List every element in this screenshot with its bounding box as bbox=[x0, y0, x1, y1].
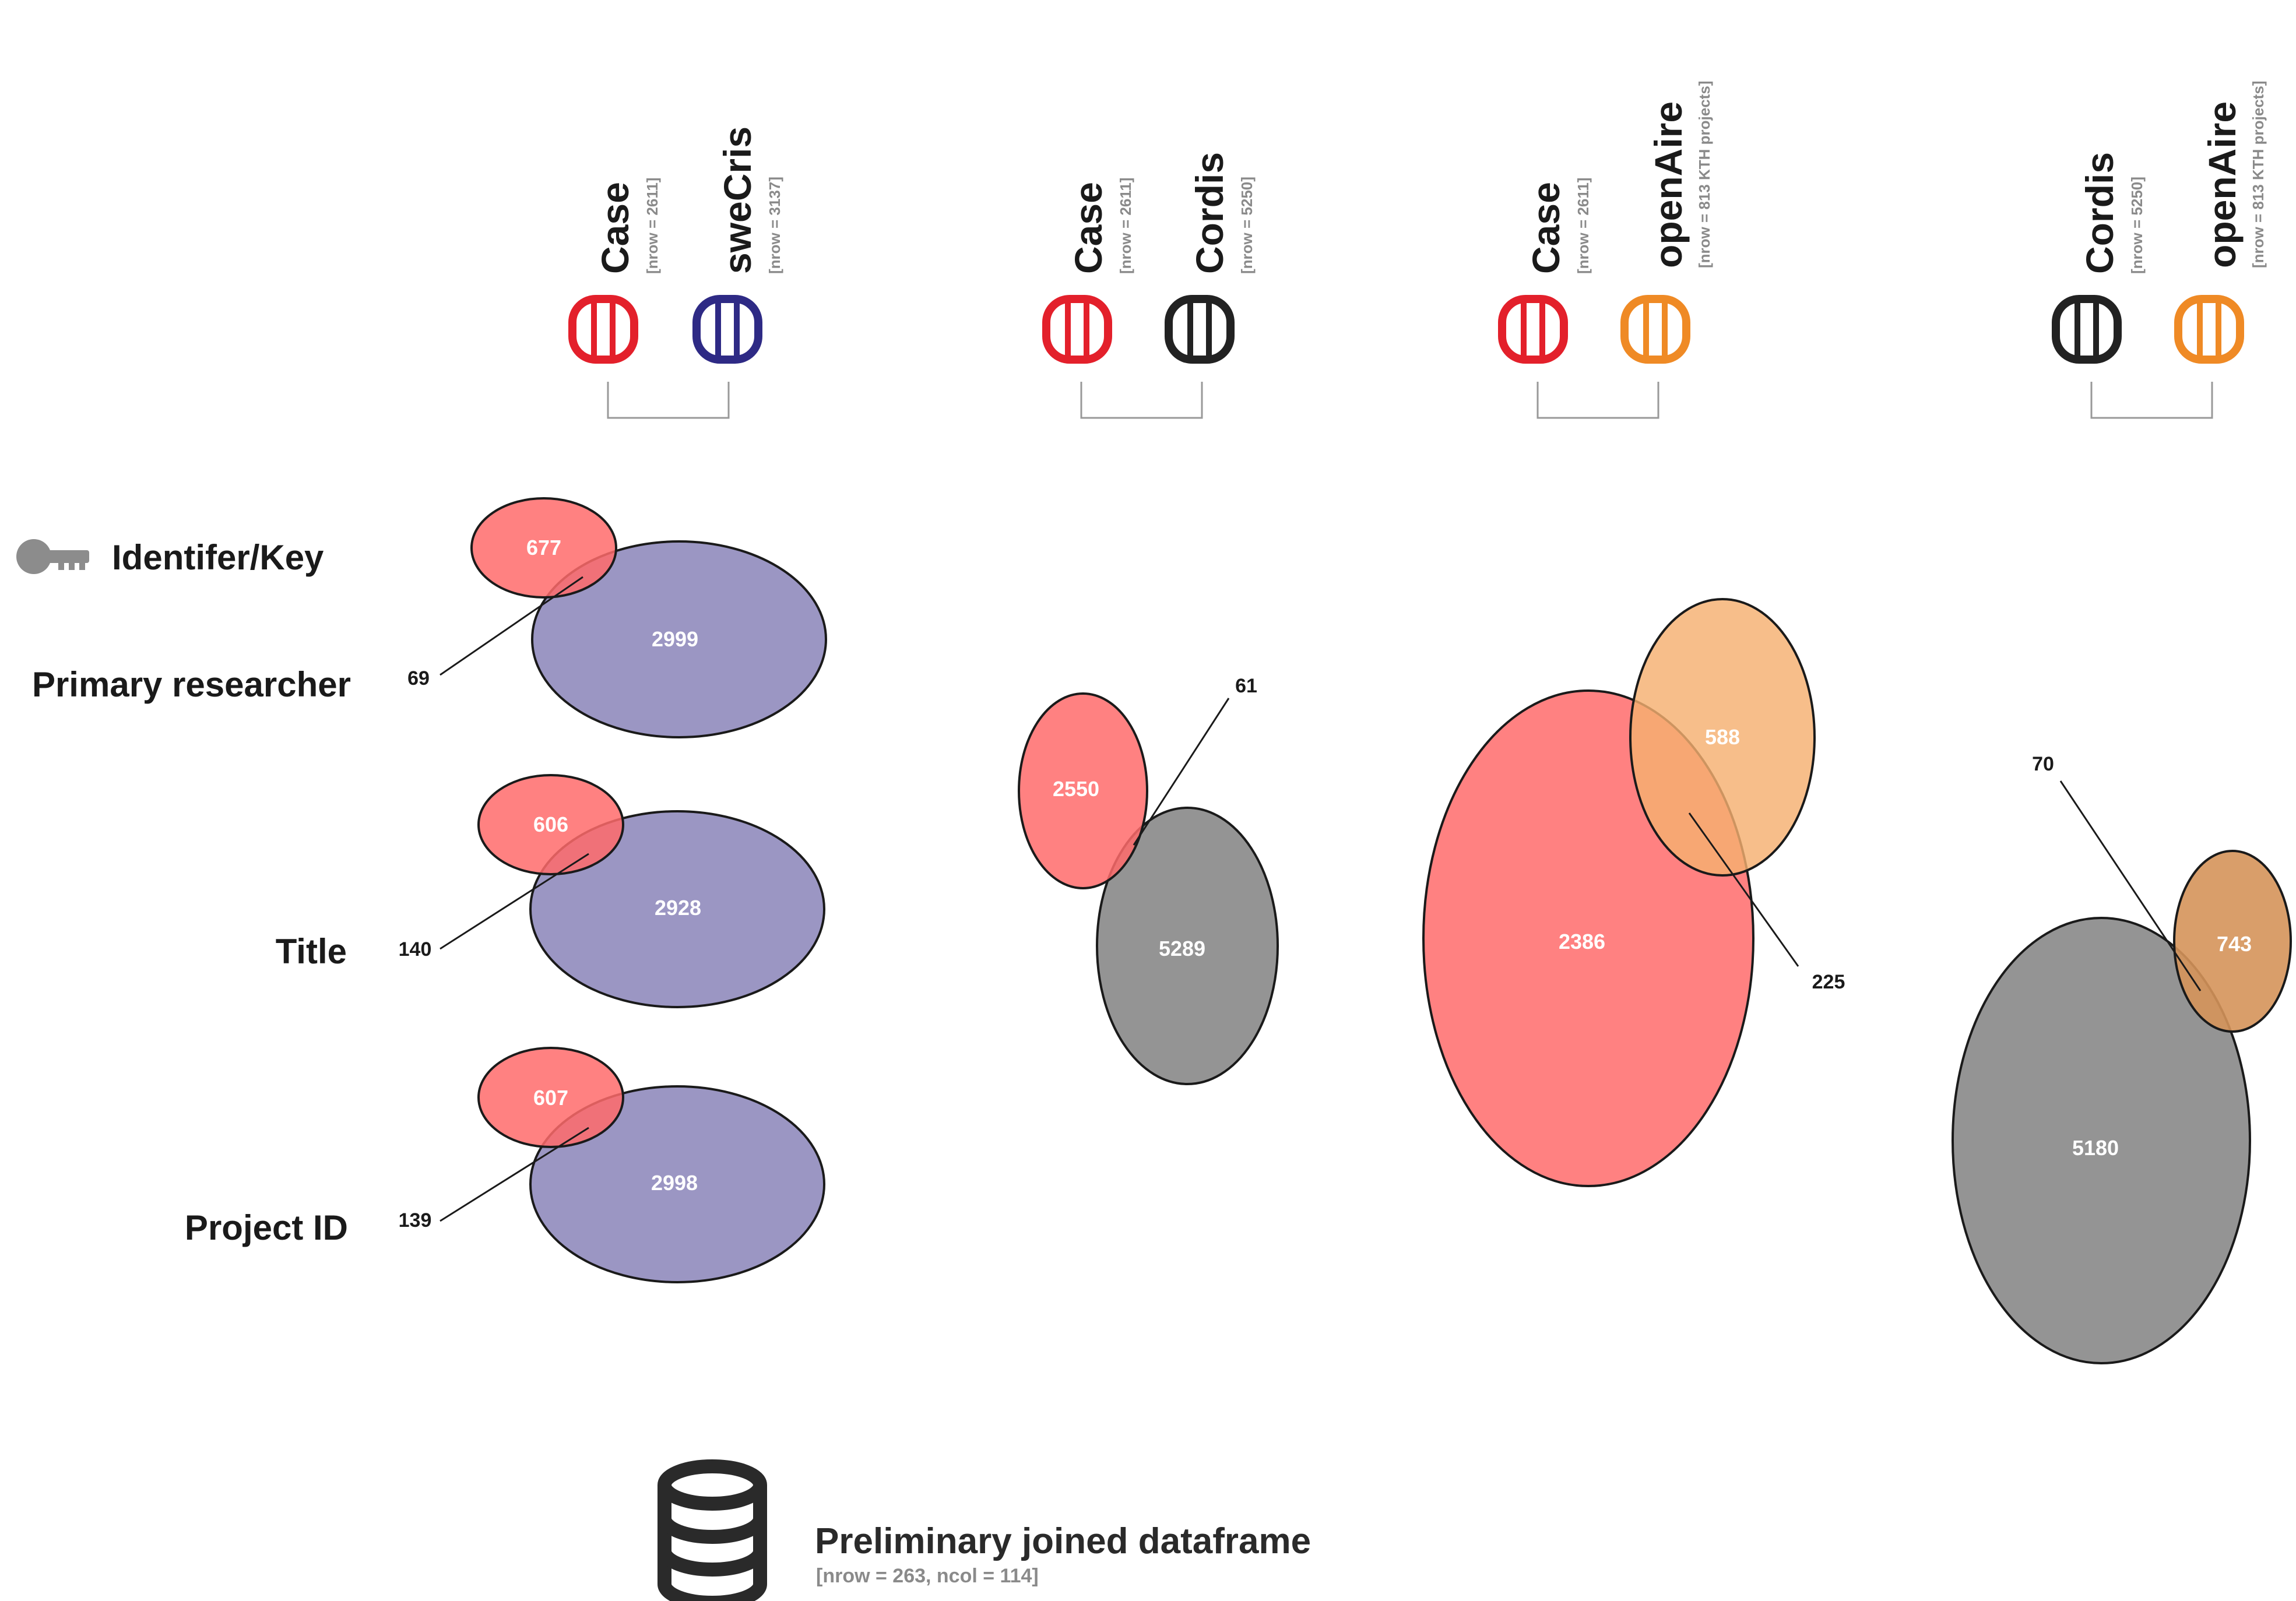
venn-case-swecris-project-id: 607 2998 139 bbox=[399, 1047, 825, 1283]
leader-line bbox=[439, 853, 589, 950]
count-right-only: 2928 bbox=[655, 896, 701, 920]
count-left-only: 2550 bbox=[1053, 777, 1099, 801]
source-meta-case: [nrow = 2611] bbox=[1574, 178, 1592, 274]
leader-line bbox=[1133, 698, 1230, 846]
source-name-case: Case bbox=[593, 182, 637, 274]
source-meta-openaire: [nrow = 813 KTH projects] bbox=[1696, 81, 1713, 268]
leader-line bbox=[2059, 780, 2202, 991]
source-meta-case: [nrow = 2611] bbox=[644, 178, 661, 274]
pair-header-case-swecris: Case [nrow = 2611] sweCris [nrow = 3137] bbox=[568, 126, 783, 419]
source-meta-cordis: [nrow = 5250] bbox=[2128, 177, 2146, 274]
venn-set-swecris bbox=[529, 1085, 825, 1283]
count-right-only: 588 bbox=[1705, 725, 1740, 749]
footer-title: Preliminary joined dataframe bbox=[815, 1521, 1311, 1561]
source-name-cordis: Cordis bbox=[1188, 152, 1231, 274]
source-meta-swecris: [nrow = 3137] bbox=[766, 177, 783, 274]
database-icon bbox=[1498, 295, 1568, 364]
source-name-openaire: openAire bbox=[2200, 101, 2244, 268]
pair-header-case-cordis: Case [nrow = 2611] Cordis [nrow = 5250] bbox=[1042, 152, 1256, 419]
count-right-only: 5289 bbox=[1159, 937, 1205, 960]
joined-dataframe-footer: Preliminary joined dataframe [nrow = 263… bbox=[657, 1459, 1311, 1601]
leader-line bbox=[439, 576, 583, 676]
source-name-case: Case bbox=[1067, 182, 1110, 274]
row-label-primary-researcher: Primary researcher bbox=[32, 665, 351, 704]
leader-line bbox=[439, 1127, 589, 1222]
venn-set-swecris bbox=[529, 810, 825, 1008]
count-right-only: 2999 bbox=[652, 627, 698, 651]
source-meta-openaire: [nrow = 813 KTH projects] bbox=[2249, 81, 2267, 268]
key-legend: Identifer/Key bbox=[16, 538, 324, 577]
row-label-project-id: Project ID bbox=[185, 1208, 348, 1247]
footer-meta: [nrow = 263, ncol = 114] bbox=[816, 1565, 1039, 1587]
database-icon bbox=[1165, 295, 1235, 364]
database-icon bbox=[692, 295, 762, 364]
count-left-only: 2386 bbox=[1559, 930, 1605, 953]
pair-bracket bbox=[1536, 382, 1659, 419]
count-overlap: 225 bbox=[1812, 971, 1845, 993]
count-right-only: 743 bbox=[2217, 932, 2252, 956]
pair-bracket bbox=[1080, 382, 1203, 419]
count-overlap: 69 bbox=[407, 667, 430, 689]
source-name-cordis: Cordis bbox=[2078, 152, 2121, 274]
database-icon bbox=[2174, 295, 2244, 364]
count-right-only: 2998 bbox=[651, 1171, 698, 1195]
venn-set-swecris bbox=[531, 540, 827, 738]
key-icon bbox=[16, 539, 89, 574]
count-left-only: 677 bbox=[526, 536, 561, 560]
database-icon bbox=[1620, 295, 1690, 364]
venn-set-cordis bbox=[1952, 917, 2251, 1364]
source-meta-case: [nrow = 2611] bbox=[1117, 178, 1134, 274]
count-overlap: 139 bbox=[399, 1209, 432, 1231]
venn-set-openaire bbox=[2173, 850, 2292, 1033]
pair-header-cordis-openaire: Cordis [nrow = 5250] openAire [nrow = 81… bbox=[2052, 81, 2267, 419]
venn-set-case bbox=[477, 1047, 624, 1148]
pair-header-case-openaire: Case [nrow = 2611] openAire [nrow = 813 … bbox=[1498, 81, 1713, 419]
venn-set-case bbox=[1018, 692, 1148, 889]
database-icon bbox=[1042, 295, 1112, 364]
count-overlap: 70 bbox=[2032, 753, 2054, 775]
venn-case-openaire: 2386 588 225 bbox=[1422, 598, 1845, 1187]
count-left-only: 606 bbox=[533, 812, 568, 836]
pair-bracket bbox=[607, 382, 730, 419]
row-label-title: Title bbox=[276, 932, 347, 971]
leader-line bbox=[1688, 812, 1799, 967]
database-icon bbox=[2052, 295, 2122, 364]
count-overlap: 61 bbox=[1235, 675, 1257, 697]
pair-bracket bbox=[2090, 382, 2213, 419]
count-overlap: 140 bbox=[399, 938, 432, 960]
venn-cordis-openaire: 5180 743 70 bbox=[1952, 753, 2292, 1364]
key-legend-label: Identifer/Key bbox=[112, 538, 324, 577]
source-name-openaire: openAire bbox=[1647, 101, 1690, 268]
venn-case-swecris-title: 606 2928 140 bbox=[399, 774, 825, 1008]
source-meta-cordis: [nrow = 5250] bbox=[1238, 177, 1256, 274]
source-name-swecris: sweCris bbox=[716, 126, 759, 274]
venn-set-cordis bbox=[1096, 807, 1279, 1085]
count-left-only: 607 bbox=[533, 1086, 568, 1110]
venn-case-swecris-primary-researcher: 677 2999 69 bbox=[407, 497, 827, 738]
venn-set-case bbox=[470, 497, 617, 599]
source-name-case: Case bbox=[1524, 182, 1567, 274]
venn-set-openaire bbox=[1629, 598, 1816, 877]
database-icon bbox=[657, 1459, 767, 1601]
count-left-only: 5180 bbox=[2072, 1136, 2119, 1160]
database-icon bbox=[568, 295, 638, 364]
venn-case-cordis: 2550 5289 61 bbox=[1018, 675, 1279, 1085]
venn-set-case bbox=[477, 774, 624, 875]
